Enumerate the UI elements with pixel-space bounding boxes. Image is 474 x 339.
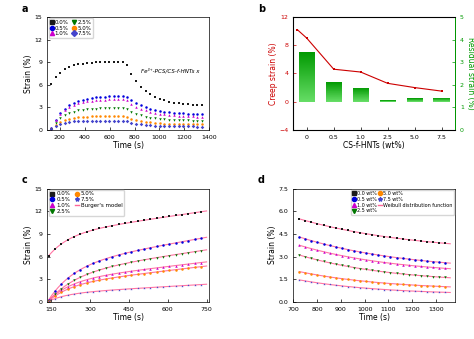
- Bar: [299, 92, 315, 93]
- Bar: [326, 90, 342, 91]
- Bar: [299, 78, 315, 79]
- Bar: [299, 69, 315, 70]
- Bar: [299, 60, 315, 61]
- Bar: [299, 84, 315, 85]
- Bar: [326, 92, 342, 93]
- Bar: [299, 67, 315, 68]
- Bar: [299, 70, 315, 71]
- Bar: [326, 101, 342, 102]
- Bar: [326, 100, 342, 101]
- Bar: [326, 94, 342, 95]
- Bar: [299, 65, 315, 66]
- X-axis label: Time (s): Time (s): [113, 141, 144, 150]
- Y-axis label: Strain (%): Strain (%): [268, 226, 277, 264]
- Text: Fe³⁺-PCS/CS-f-HNTs x: Fe³⁺-PCS/CS-f-HNTs x: [141, 68, 200, 73]
- Bar: [299, 62, 315, 63]
- Bar: [299, 94, 315, 95]
- Bar: [299, 98, 315, 99]
- Bar: [299, 101, 315, 102]
- Bar: [326, 84, 342, 85]
- Bar: [326, 99, 342, 100]
- Bar: [299, 76, 315, 77]
- Bar: [299, 79, 315, 80]
- Bar: [299, 58, 315, 59]
- Bar: [299, 96, 315, 97]
- Bar: [326, 87, 342, 88]
- Bar: [299, 97, 315, 98]
- Bar: [299, 73, 315, 74]
- Bar: [299, 89, 315, 90]
- X-axis label: Time (s): Time (s): [113, 313, 144, 322]
- Bar: [326, 91, 342, 92]
- Bar: [299, 75, 315, 76]
- Bar: [299, 64, 315, 65]
- Bar: [299, 52, 315, 53]
- Legend: 0.0%, 0.5%, 1.0%, 2.5%, 5.0%, 7.5%: 0.0%, 0.5%, 1.0%, 2.5%, 5.0%, 7.5%: [48, 18, 93, 38]
- Bar: [326, 85, 342, 86]
- X-axis label: Time (s): Time (s): [359, 313, 390, 322]
- Bar: [299, 56, 315, 57]
- Bar: [299, 63, 315, 64]
- Bar: [299, 59, 315, 60]
- Bar: [299, 80, 315, 81]
- Bar: [299, 90, 315, 91]
- Y-axis label: Residual strain (%): Residual strain (%): [466, 37, 474, 110]
- Text: d: d: [258, 175, 264, 185]
- Bar: [326, 96, 342, 97]
- Bar: [326, 86, 342, 87]
- Bar: [299, 55, 315, 56]
- Bar: [299, 86, 315, 87]
- Bar: [299, 88, 315, 89]
- Bar: [326, 88, 342, 89]
- Bar: [299, 77, 315, 78]
- Y-axis label: Strain (%): Strain (%): [24, 54, 33, 93]
- Bar: [299, 85, 315, 86]
- Y-axis label: Creep strain (%): Creep strain (%): [269, 42, 278, 105]
- Bar: [299, 91, 315, 92]
- Y-axis label: Strain (%): Strain (%): [24, 226, 33, 264]
- Bar: [299, 57, 315, 58]
- X-axis label: CS-f-HNTs (wt%): CS-f-HNTs (wt%): [343, 141, 405, 150]
- Bar: [299, 72, 315, 73]
- Bar: [326, 95, 342, 96]
- Bar: [326, 82, 342, 83]
- Bar: [299, 61, 315, 62]
- Bar: [299, 66, 315, 67]
- Legend: 0.0%, 0.5%, 1.0%, 2.5%, 5.0%, 7.5%, Burger's model: 0.0%, 0.5%, 1.0%, 2.5%, 5.0%, 7.5%, Burg…: [48, 190, 124, 216]
- Bar: [299, 95, 315, 96]
- Bar: [326, 93, 342, 94]
- Bar: [299, 100, 315, 101]
- Bar: [299, 54, 315, 55]
- Bar: [299, 53, 315, 54]
- Bar: [299, 68, 315, 69]
- Bar: [299, 93, 315, 94]
- Bar: [299, 99, 315, 100]
- Bar: [299, 71, 315, 72]
- Text: c: c: [21, 175, 27, 185]
- Bar: [326, 89, 342, 90]
- Bar: [299, 83, 315, 84]
- Legend: 0.0 wt%, 0.5 wt%, 1.0 wt%, 2.5 wt%, 5.0 wt%, 7.5 wt%, Weibull distribution funct: 0.0 wt%, 0.5 wt%, 1.0 wt%, 2.5 wt%, 5.0 …: [351, 190, 454, 215]
- Text: b: b: [258, 4, 265, 14]
- Text: a: a: [21, 4, 28, 14]
- Bar: [299, 81, 315, 82]
- Bar: [326, 83, 342, 84]
- Bar: [299, 87, 315, 88]
- Bar: [299, 74, 315, 75]
- Bar: [299, 82, 315, 83]
- Bar: [326, 98, 342, 99]
- Bar: [326, 97, 342, 98]
